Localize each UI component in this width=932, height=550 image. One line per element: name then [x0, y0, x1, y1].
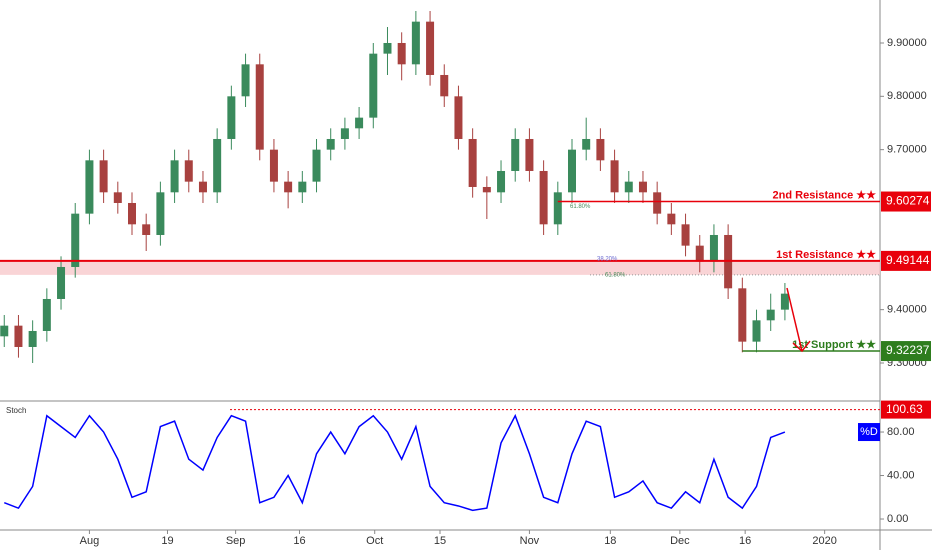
candle-body	[482, 186, 491, 193]
x-tick-label: 19	[161, 535, 173, 547]
level-label: 100.63	[886, 402, 923, 416]
x-tick-label: 18	[604, 535, 616, 547]
candle-body	[198, 181, 207, 193]
candle-body	[85, 160, 94, 214]
candle-body	[738, 288, 747, 342]
candle-body	[14, 325, 23, 347]
y-tick-label: 9.70000	[887, 144, 927, 156]
candle-body	[241, 64, 250, 97]
legend-box	[858, 423, 880, 442]
candle-body	[184, 160, 193, 182]
candle-body	[142, 224, 151, 235]
candle-body	[653, 192, 662, 214]
candle-body	[695, 245, 704, 262]
candle-body	[539, 170, 548, 225]
candle-body	[284, 181, 293, 193]
candle-body	[42, 298, 51, 331]
candle-body	[766, 309, 775, 321]
candle-body	[340, 128, 349, 139]
y-tick-label: 0.00	[887, 513, 908, 525]
candle-body	[128, 202, 136, 225]
candle-body	[28, 330, 37, 347]
candle-body	[582, 138, 591, 150]
level-box	[881, 250, 931, 271]
candle-body	[511, 138, 520, 171]
level-name: 1st Support ★★	[792, 339, 876, 351]
x-tick-label: Dec	[670, 535, 690, 547]
level-box	[881, 400, 931, 419]
candle-body	[497, 170, 506, 193]
candle-body	[170, 160, 179, 193]
candle-body	[752, 320, 761, 342]
x-tick-label: 16	[293, 535, 305, 547]
candle-body	[667, 213, 676, 225]
candle-body	[269, 149, 278, 182]
candle-body	[213, 138, 222, 193]
candle-body	[383, 42, 392, 54]
fib-label: 61.80%	[605, 272, 626, 278]
candle-body	[568, 149, 576, 193]
candle-body	[99, 160, 108, 193]
candle-body	[624, 181, 633, 193]
level-name: 2nd Resistance ★★	[773, 189, 877, 201]
candle-body	[57, 266, 66, 299]
legend-label: %D	[860, 426, 878, 438]
level-box	[881, 191, 931, 212]
y-tick-label: 80.00	[887, 426, 915, 438]
candle-body	[156, 192, 165, 235]
candle-body	[610, 160, 619, 193]
candle-body	[681, 224, 690, 246]
y-tick-label: 9.90000	[887, 37, 927, 49]
candle-body	[596, 138, 605, 161]
candle-body	[780, 293, 789, 310]
arrow-head	[792, 340, 811, 353]
candle-body	[255, 64, 264, 150]
x-tick-label: 16	[739, 535, 751, 547]
level-label: 9.60274	[886, 194, 930, 208]
fib-label: 38.20%	[597, 256, 618, 262]
candle-body	[0, 325, 9, 337]
x-tick-label: 15	[434, 535, 446, 547]
stoch-title: Stoch	[6, 406, 26, 415]
candle-body	[468, 138, 477, 187]
candle-body	[525, 138, 534, 171]
candle-body	[326, 138, 335, 150]
x-tick-label: Oct	[366, 535, 383, 547]
candle-body	[709, 234, 718, 262]
fib-label: 61.80%	[570, 204, 591, 210]
candle-body	[312, 149, 321, 182]
resistance-zone	[0, 260, 880, 275]
level-box	[881, 341, 931, 362]
level-name: 1st Resistance ★★	[776, 249, 876, 261]
y-tick-label: 9.40000	[887, 304, 927, 316]
level-label: 9.32237	[886, 343, 930, 357]
candle-body	[411, 21, 420, 65]
candle-body	[440, 74, 449, 97]
candle-body	[355, 117, 364, 129]
candle-body	[298, 181, 307, 193]
candle-body	[553, 192, 562, 225]
candle-body	[113, 192, 122, 203]
x-tick-label: Sep	[226, 535, 246, 547]
x-tick-label: Nov	[520, 535, 540, 547]
candle-body	[369, 53, 378, 118]
x-tick-label: 2020	[812, 535, 836, 547]
candle-body	[71, 213, 80, 267]
candle-body	[227, 96, 236, 139]
candle-body	[454, 96, 463, 139]
level-label: 9.49144	[886, 253, 930, 267]
candle-body	[397, 42, 406, 65]
y-tick-label: 9.80000	[887, 90, 927, 102]
stoch-line	[3, 413, 786, 512]
candle-body	[638, 181, 647, 193]
x-tick-label: Aug	[80, 535, 100, 547]
candle-body	[426, 21, 435, 75]
y-tick-label: 40.00	[887, 469, 915, 481]
arrow-shaft	[786, 287, 803, 352]
